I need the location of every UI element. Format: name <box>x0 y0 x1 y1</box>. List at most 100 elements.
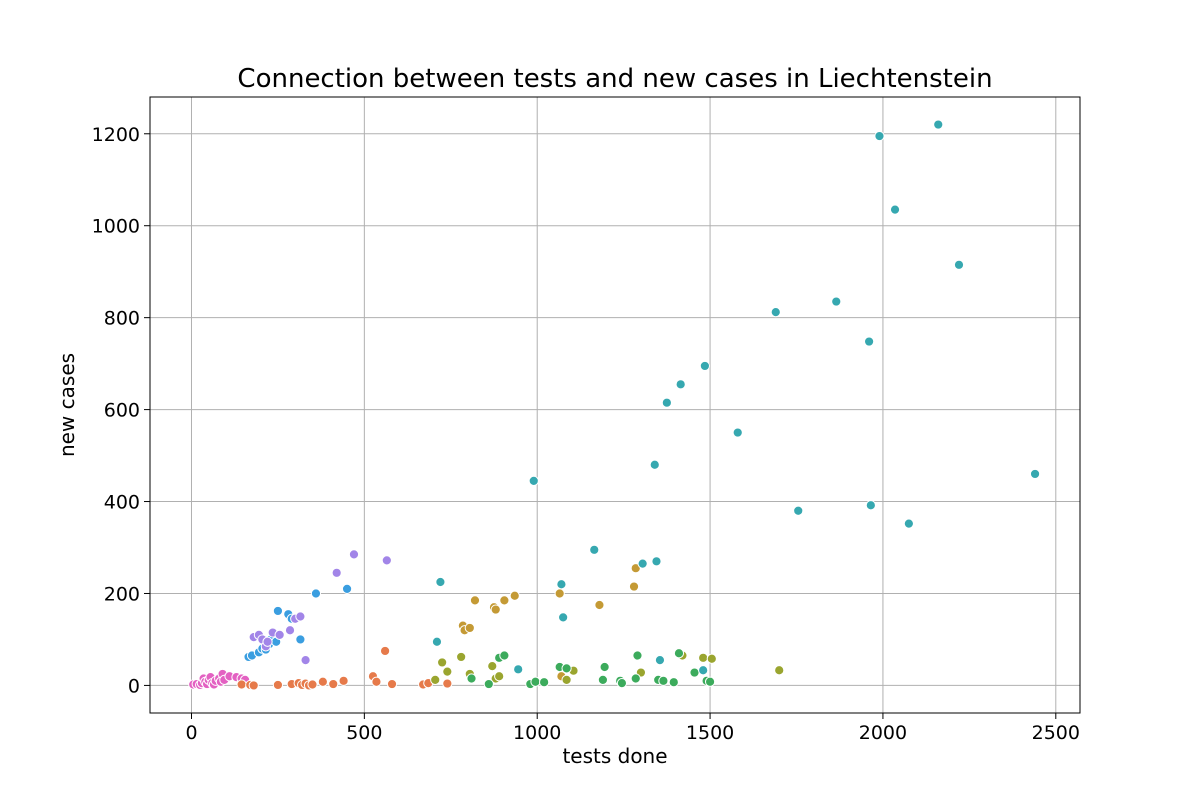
scatter-point <box>310 588 322 599</box>
scatter-point <box>442 678 453 689</box>
scatter-point <box>558 612 569 623</box>
scatter-point <box>490 604 501 615</box>
axis-ticks: 0 500 1000 1500 2000 2500 0 200 400 600 800 1000 120… <box>92 124 1080 744</box>
scatter-point <box>487 661 498 672</box>
scatter-point <box>494 671 505 682</box>
scatter-point <box>348 549 360 560</box>
scatter-point <box>632 650 643 661</box>
scatter-point <box>381 555 392 566</box>
scatter-point <box>628 581 640 592</box>
scatter-point <box>661 397 672 408</box>
scatter-point <box>668 677 679 688</box>
scatter-point <box>874 130 885 142</box>
scatter-point <box>599 661 610 673</box>
y-tick-label: 1200 <box>92 124 140 146</box>
scatter-point <box>236 679 247 690</box>
scatter-point <box>530 676 541 687</box>
plot-frame <box>149 96 1081 714</box>
scatter-point <box>630 673 641 684</box>
scatter-point <box>328 678 339 690</box>
scatter-point <box>341 583 353 594</box>
scatter-point <box>248 680 259 691</box>
scatter-point <box>456 651 467 663</box>
x-tick-label: 1500 <box>686 722 734 744</box>
x-tick-label: 500 <box>346 722 382 744</box>
scatter-point <box>272 605 284 617</box>
scatter-point <box>561 663 572 674</box>
scatter-point <box>295 611 306 622</box>
scatter-point <box>1029 468 1041 480</box>
scatter-point <box>561 674 572 686</box>
scatter-point <box>272 679 284 691</box>
scatter-point <box>528 475 539 486</box>
scatter-point <box>831 296 842 307</box>
scatter-point <box>589 544 600 555</box>
scatter-point <box>933 119 944 130</box>
scatter-point <box>331 567 342 578</box>
scatter-point <box>464 622 475 634</box>
scatter-point <box>698 652 709 663</box>
scatter-point <box>371 676 382 687</box>
y-tick-label: 800 <box>104 308 140 330</box>
x-tick-label: 1000 <box>513 722 561 744</box>
scatter-point <box>554 588 565 599</box>
scatter-point <box>317 676 328 687</box>
y-tick-label: 1000 <box>92 216 140 238</box>
scatter-point <box>865 500 876 511</box>
scatter-point <box>284 625 296 636</box>
scatter-point <box>379 645 391 657</box>
scatter-point <box>675 379 686 390</box>
scatter-point <box>431 636 443 647</box>
scatter-point <box>386 678 398 690</box>
scatter-point <box>274 629 285 640</box>
scatter-point <box>437 657 448 668</box>
scatter-point <box>509 590 520 601</box>
scatter-point <box>513 664 524 675</box>
scatter-point <box>442 666 453 677</box>
scatter-point <box>699 360 710 372</box>
scatter-point <box>594 599 605 611</box>
scatter-point <box>430 674 441 686</box>
scatter-point <box>616 678 628 689</box>
y-axis-label: new cases <box>55 353 79 457</box>
scatter-point <box>864 336 875 347</box>
y-tick-label: 600 <box>104 400 140 422</box>
y-tick-label: 0 <box>128 675 140 697</box>
scatter-point <box>651 556 662 567</box>
scatter-point <box>338 675 349 686</box>
scatter-point <box>673 648 685 659</box>
y-tick-label: 400 <box>104 492 140 514</box>
scatter-point <box>597 674 608 686</box>
grid <box>150 97 1080 713</box>
scatter-point <box>539 677 550 688</box>
scatter-point <box>466 673 477 684</box>
scatter-point <box>435 576 446 588</box>
scatter-point <box>704 676 716 687</box>
scatter-point <box>658 675 669 686</box>
scatter-point <box>300 655 311 666</box>
scatter-point <box>649 459 660 470</box>
scatter-point <box>295 634 306 645</box>
scatter-point <box>637 558 648 569</box>
x-tick-label: 0 <box>185 722 197 744</box>
scatter-point <box>953 259 965 270</box>
x-tick-label: 2000 <box>859 722 907 744</box>
scatter-point <box>654 655 666 666</box>
scatter-point <box>732 427 743 438</box>
scatter-point <box>889 204 901 215</box>
scatter-point <box>469 595 481 606</box>
scatter-point <box>793 505 804 516</box>
chart-title: Connection between tests and new cases i… <box>237 64 992 94</box>
scatter-point <box>706 653 717 664</box>
scatter-point <box>770 307 781 318</box>
scatter-point <box>774 665 785 676</box>
scatter-point <box>698 665 709 676</box>
scatter-point <box>556 579 567 590</box>
scatter-point <box>262 636 273 647</box>
scatter-point <box>903 518 914 529</box>
x-tick-label: 2500 <box>1032 722 1080 744</box>
y-tick-label: 200 <box>104 583 140 605</box>
scatter-point <box>499 650 510 661</box>
scatter-point <box>307 679 318 690</box>
